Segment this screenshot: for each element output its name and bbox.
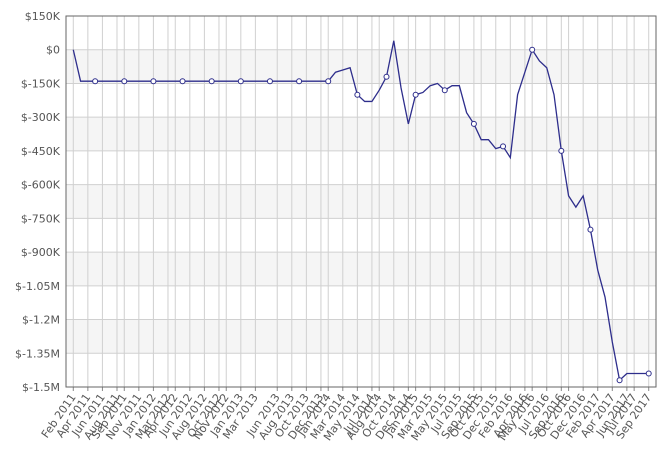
plot-band	[66, 83, 656, 118]
y-tick-label: $-900K	[21, 246, 61, 259]
y-tick-label: $-1.2M	[22, 314, 60, 327]
plot-band	[66, 319, 656, 354]
data-marker	[587, 226, 594, 233]
data-marker	[237, 78, 244, 85]
y-tick-label: $-450K	[21, 145, 61, 158]
plot-band	[66, 49, 656, 84]
data-marker	[354, 91, 361, 98]
plot-band	[66, 117, 656, 151]
y-tick-label: $-150K	[21, 77, 61, 90]
y-tick-label: $-750K	[21, 212, 61, 225]
y-tick-label: $-1.35M	[15, 347, 60, 360]
data-marker	[558, 147, 565, 154]
data-marker	[121, 78, 128, 85]
data-marker	[325, 78, 332, 85]
data-marker	[150, 78, 157, 85]
data-marker	[529, 46, 536, 53]
plot-band	[66, 285, 656, 320]
plot-band	[66, 218, 656, 253]
y-tick-label: $150K	[25, 10, 61, 23]
plot-band	[66, 353, 656, 387]
data-marker	[92, 78, 99, 85]
data-line	[72, 40, 649, 382]
plot-band	[66, 252, 656, 286]
plot-band	[66, 16, 656, 50]
plot-band	[66, 184, 656, 219]
data-marker	[616, 377, 623, 384]
data-marker	[412, 91, 419, 98]
y-tick-label: $-300K	[21, 111, 61, 124]
plot-border	[65, 15, 657, 388]
y-tick-label: $-600K	[21, 179, 61, 192]
data-marker	[470, 120, 477, 127]
data-marker	[296, 78, 303, 85]
data-marker	[208, 78, 215, 85]
data-marker	[500, 143, 507, 150]
y-tick-label: $-1.5M	[22, 381, 60, 394]
data-marker	[441, 87, 448, 94]
data-marker	[645, 370, 652, 377]
data-marker	[179, 78, 186, 85]
plot-band	[66, 150, 656, 185]
data-marker	[383, 73, 390, 80]
y-tick-label: $-1.05M	[15, 280, 60, 293]
y-tick-label: $0	[46, 44, 60, 57]
data-marker	[266, 78, 273, 85]
